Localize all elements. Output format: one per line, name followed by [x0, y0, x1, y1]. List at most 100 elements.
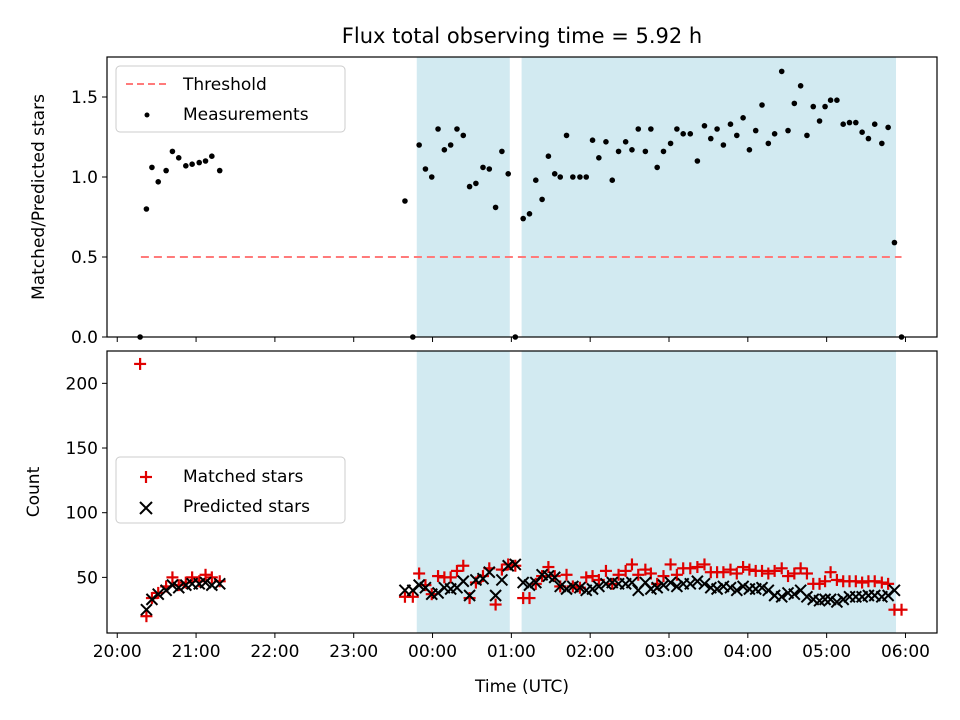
ratio-legend-box — [115, 65, 346, 133]
matched-point — [205, 571, 218, 584]
measurement-point — [557, 174, 564, 180]
measurement-point — [189, 161, 195, 167]
measurement-point — [402, 198, 408, 204]
predicted-point — [573, 581, 587, 594]
measurement-point — [827, 97, 834, 103]
measurement-point — [545, 153, 552, 159]
ratio-y-ticks: 0.0 0.5 1.0 1.5 — [71, 88, 107, 348]
x-tick-label: 04:00 — [723, 642, 772, 662]
legend-measurements-swatch — [144, 112, 150, 118]
measurement-point — [816, 118, 823, 124]
measurement-point — [563, 132, 570, 139]
measurement-point — [539, 196, 545, 203]
measurement-point — [759, 102, 765, 108]
measurement-point — [648, 126, 654, 132]
measurement-point — [667, 140, 674, 147]
x-tick-label: 03:00 — [645, 642, 694, 662]
measurement-point — [810, 103, 817, 110]
measurement-point — [209, 153, 215, 159]
matched-point — [560, 568, 573, 581]
predicted-point-b — [824, 593, 837, 606]
measurement-point — [583, 174, 590, 180]
predicted-point — [650, 581, 664, 594]
measurement-point — [840, 121, 847, 127]
matched-point — [495, 563, 508, 576]
measurement-point — [577, 174, 583, 180]
measurement-point — [853, 119, 859, 126]
ratio-y-tick-label: 0.0 — [71, 328, 98, 348]
count-x-ticks: 20:00 21:00 22:00 23:00 00:00 01:00 02:00 03:00… — [93, 633, 930, 662]
predicted-point-b — [888, 584, 901, 597]
matched-point — [895, 603, 908, 616]
matched-point — [868, 575, 881, 588]
x-tick-label: 20:00 — [93, 642, 142, 662]
measurement-point — [416, 142, 422, 148]
predicted-point — [824, 593, 837, 606]
predicted-point-b — [213, 577, 226, 591]
predicted-point-b — [535, 568, 549, 581]
count-y-tick-label: 200 — [66, 374, 98, 394]
measurement-point — [834, 97, 840, 103]
count-shaded-spans — [416, 351, 897, 633]
predicted-point-b — [670, 580, 684, 593]
matched-point — [813, 577, 826, 590]
matched-point — [737, 561, 750, 574]
matched-point — [406, 590, 419, 603]
matched-point — [670, 568, 683, 581]
predicted-point — [172, 581, 185, 594]
matched-point — [166, 571, 179, 584]
measurement-point — [635, 126, 642, 132]
predicted-point-b — [698, 577, 711, 591]
x-tick-label: 06:00 — [881, 642, 930, 662]
measurement-point — [596, 155, 602, 161]
measurement-point — [422, 166, 429, 172]
predicted-point-b — [438, 581, 451, 594]
measurement-point — [492, 204, 499, 211]
measurement-point — [746, 147, 753, 153]
predicted-point-b — [199, 576, 212, 589]
chart-title: Flux total observing time = 5.92 h — [342, 24, 702, 48]
measurement-point — [570, 174, 576, 180]
legend-matched-label: Matched stars — [183, 467, 303, 487]
predicted-point — [710, 582, 724, 596]
predicted-point-b — [762, 584, 775, 597]
predicted-point-b — [710, 582, 724, 596]
predicted-point — [730, 584, 743, 597]
predicted-point — [736, 580, 750, 593]
count-panel: 50 100 150 200 20:00 21:00 22:00 23:00 00:00 01:… — [24, 350, 938, 697]
predicted-point — [670, 580, 684, 593]
measurement-point — [149, 164, 155, 171]
measurement-point — [859, 129, 865, 135]
count-y-tick-label: 150 — [66, 439, 98, 459]
measurement-point — [797, 83, 804, 89]
measurement-point — [435, 126, 441, 132]
predicted-point — [800, 590, 814, 603]
matched-point — [830, 573, 843, 586]
count-shaded-span-1 — [416, 351, 510, 633]
legend-predicted-swatch — [139, 501, 153, 515]
predicted-point — [888, 584, 901, 597]
measurement-point — [694, 158, 701, 164]
matched-point — [489, 598, 502, 611]
ratio-axes-frame — [106, 56, 938, 338]
matched-point — [664, 558, 677, 571]
measurement-point — [466, 183, 473, 190]
count-legend: Matched stars Predicted stars — [115, 456, 346, 524]
measurement-point — [720, 142, 727, 148]
measurement-point — [765, 140, 772, 147]
predicted-point — [586, 582, 599, 596]
predicted-point-b — [736, 580, 750, 593]
predicted-point-b — [516, 576, 530, 589]
predicted-point-b — [419, 581, 432, 594]
predicted-point-b — [483, 565, 496, 579]
measurement-point — [865, 135, 872, 142]
matched-point — [756, 564, 769, 577]
matched-point — [542, 561, 555, 574]
predicted-point-b — [560, 582, 573, 596]
matched-point — [612, 568, 625, 581]
predicted-point-b — [606, 576, 619, 589]
predicted-point — [657, 578, 670, 592]
matched-point — [800, 567, 813, 580]
matched-point — [599, 564, 612, 577]
